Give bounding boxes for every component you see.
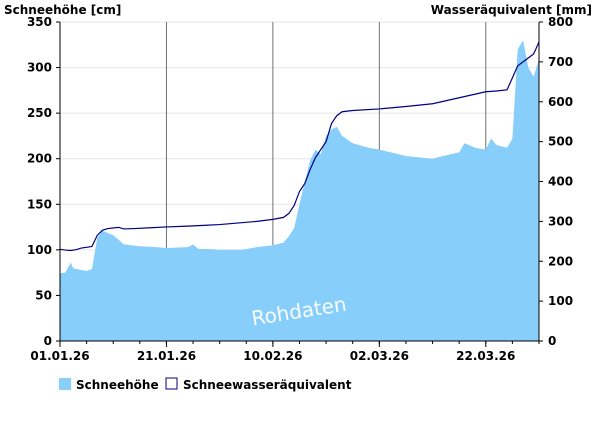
axes: 0 50 100 150 200 250 300 350 0 100 200 300 400 500 600… bbox=[27, 15, 573, 363]
right-tick-label: 200 bbox=[548, 254, 573, 268]
x-tick-label: 10.02.26 bbox=[243, 349, 302, 363]
left-tick-label: 50 bbox=[35, 288, 52, 302]
right-tick-label: 300 bbox=[548, 214, 573, 228]
swe-line bbox=[59, 41, 540, 252]
x-tick-label: 02.03.26 bbox=[350, 349, 409, 363]
right-axis-title: Wasseräquivalent [mm] bbox=[431, 3, 592, 17]
right-tick-label: 700 bbox=[548, 55, 573, 69]
left-tick-label: 0 bbox=[44, 334, 52, 348]
right-tick-label: 0 bbox=[548, 334, 556, 348]
right-tick-label: 500 bbox=[548, 135, 573, 149]
right-tick-label: 100 bbox=[548, 294, 573, 308]
x-tick-label: 22.03.26 bbox=[456, 349, 515, 363]
x-tick-label: 21.01.26 bbox=[137, 349, 196, 363]
right-tick-label: 400 bbox=[548, 175, 573, 189]
left-tick-label: 200 bbox=[27, 152, 52, 166]
legend-label-swe: Schneewasseräquivalent bbox=[183, 378, 352, 392]
left-tick-label: 250 bbox=[27, 106, 52, 120]
snow-depth-area bbox=[60, 40, 539, 341]
left-tick-label: 300 bbox=[27, 61, 52, 75]
series-layer bbox=[59, 40, 540, 341]
right-tick-label: 600 bbox=[548, 95, 573, 109]
legend-swatch-swe bbox=[165, 377, 178, 390]
right-tick-label: 800 bbox=[548, 15, 573, 29]
legend-swatch-snow-depth bbox=[59, 378, 71, 390]
legend-label-snow-depth: Schneehöhe bbox=[76, 378, 159, 392]
left-tick-label: 350 bbox=[27, 15, 52, 29]
legend: Schneehöhe Schneewasseräquivalent bbox=[59, 377, 352, 392]
left-tick-label: 150 bbox=[27, 197, 52, 211]
left-axis-title: Schneehöhe [cm] bbox=[4, 3, 121, 17]
left-tick-label: 100 bbox=[27, 243, 52, 257]
x-tick-label: 01.01.26 bbox=[30, 349, 89, 363]
